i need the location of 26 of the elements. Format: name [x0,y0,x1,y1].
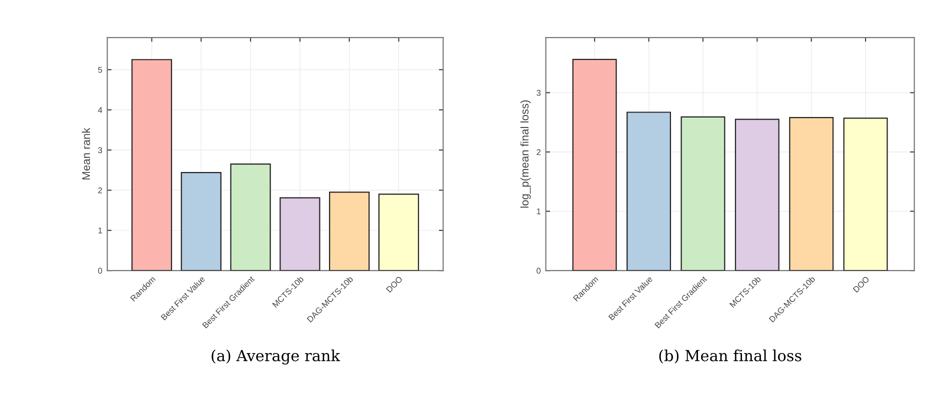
bar [280,197,320,271]
y-tick-label: 1 [98,228,102,234]
y-axis-title: log_p(mean final loss) [520,100,531,208]
y-axis-title: Mean rank [82,128,90,180]
y-tick-label: 1 [536,208,541,214]
y-tick-label: 3 [98,147,102,154]
bar [789,117,834,271]
y-tick-label: 0 [536,268,541,274]
y-tick-label: 0 [98,268,102,274]
bar [230,164,271,271]
bar [180,172,222,271]
y-tick-label: 4 [98,107,102,113]
y-tick-label: 5 [98,66,102,73]
bar [329,192,370,271]
y-tick-label: 2 [536,149,541,155]
y-tick-label: 2 [98,187,102,194]
bar [131,59,172,271]
bar [378,194,420,271]
bar [626,112,672,271]
bar [572,58,617,271]
x-axis-title: (a) Average rank [212,349,340,364]
x-axis-title: (b) Mean final loss [659,349,802,364]
bar [680,116,726,271]
bar [843,118,888,271]
y-tick-label: 3 [536,90,541,96]
bar [734,118,780,271]
